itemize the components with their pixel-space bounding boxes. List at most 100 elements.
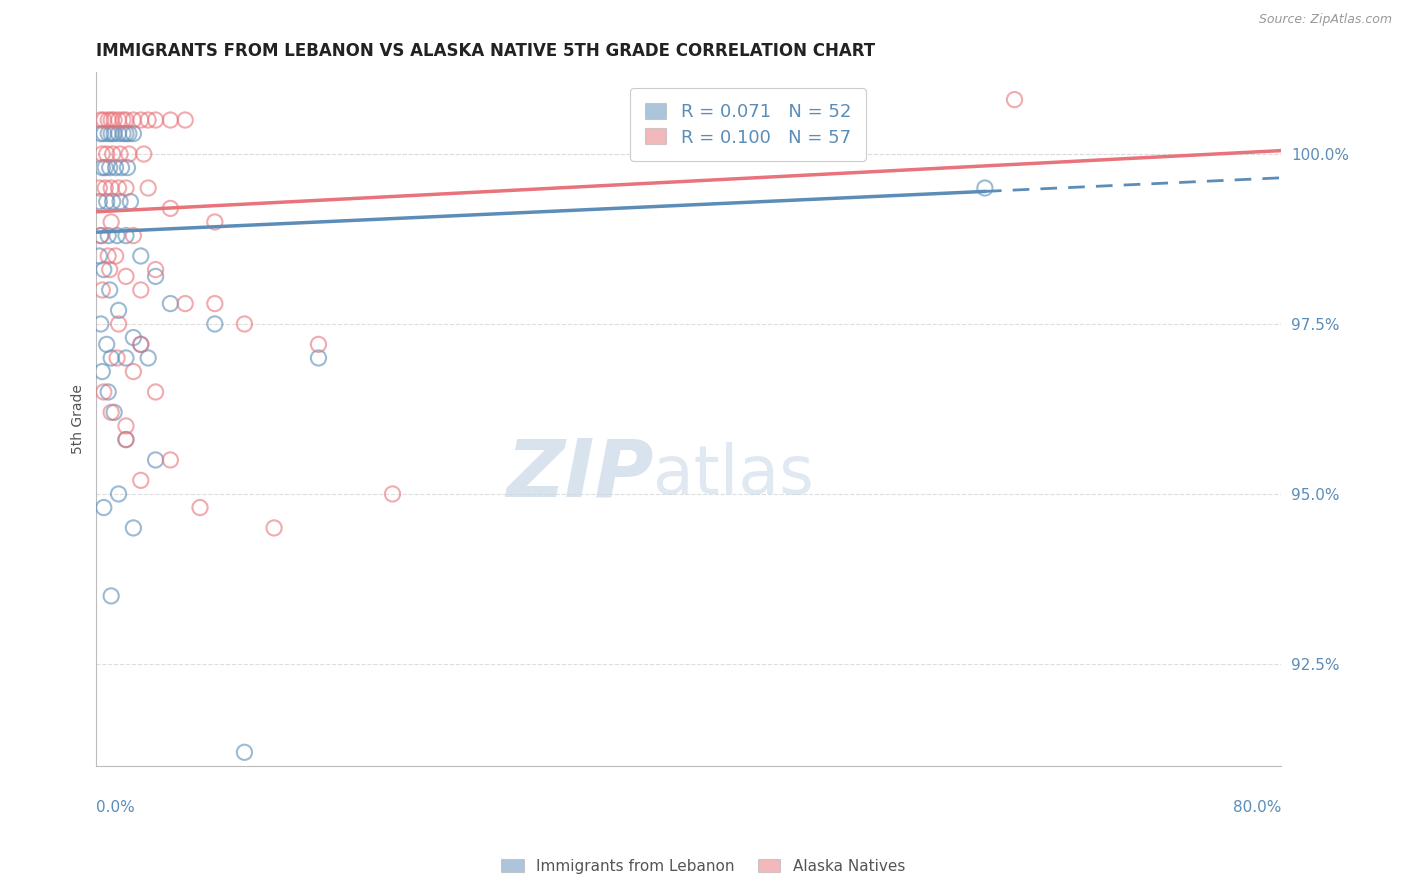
Point <box>93 113 115 128</box>
Point <box>129 249 152 263</box>
Point <box>91 147 114 161</box>
Point <box>136 113 159 128</box>
Point <box>94 161 117 175</box>
Point <box>132 147 155 161</box>
Point <box>122 113 145 128</box>
Point <box>91 365 114 379</box>
Point <box>107 181 129 195</box>
Point <box>117 161 139 175</box>
Point <box>107 113 129 128</box>
Point <box>97 127 120 141</box>
Point <box>204 215 226 229</box>
Point <box>93 500 115 515</box>
Point <box>122 365 145 379</box>
Point <box>263 521 285 535</box>
Point <box>145 113 167 128</box>
Point <box>381 487 404 501</box>
Point <box>105 228 128 243</box>
Point <box>159 296 181 310</box>
Point <box>188 500 211 515</box>
Point <box>159 453 181 467</box>
Point <box>98 161 121 175</box>
Point <box>90 113 112 128</box>
Point <box>115 433 138 447</box>
Point <box>93 384 115 399</box>
Point <box>204 317 226 331</box>
Point <box>96 194 118 209</box>
Point <box>204 296 226 310</box>
Point <box>97 384 120 399</box>
Point <box>100 405 122 419</box>
Point <box>98 262 121 277</box>
Point <box>90 317 112 331</box>
Point <box>107 317 129 331</box>
Point <box>129 113 152 128</box>
Point <box>91 161 114 175</box>
Point <box>974 181 997 195</box>
Point <box>110 161 132 175</box>
Point <box>93 262 115 277</box>
Point <box>100 215 122 229</box>
Point <box>118 127 141 141</box>
Point <box>122 228 145 243</box>
Point <box>145 269 167 284</box>
Point <box>89 249 111 263</box>
Point <box>115 419 138 434</box>
Point <box>97 113 120 128</box>
Point <box>115 228 138 243</box>
Point <box>129 337 152 351</box>
Point <box>100 351 122 365</box>
Point <box>91 283 114 297</box>
Point <box>90 228 112 243</box>
Point <box>108 194 131 209</box>
Y-axis label: 5th Grade: 5th Grade <box>72 384 86 454</box>
Point <box>111 113 134 128</box>
Point <box>122 521 145 535</box>
Text: 0.0%: 0.0% <box>97 800 135 815</box>
Point <box>96 337 118 351</box>
Point <box>105 351 128 365</box>
Point <box>145 453 167 467</box>
Point <box>308 351 330 365</box>
Point <box>159 202 181 216</box>
Point <box>103 127 125 141</box>
Point <box>103 405 125 419</box>
Point <box>136 181 159 195</box>
Point <box>174 296 197 310</box>
Point <box>107 303 129 318</box>
Text: Source: ZipAtlas.com: Source: ZipAtlas.com <box>1258 13 1392 27</box>
Point <box>122 330 145 344</box>
Point <box>1004 93 1026 107</box>
Point <box>120 194 142 209</box>
Point <box>108 147 131 161</box>
Point <box>90 127 112 141</box>
Point <box>174 113 197 128</box>
Point <box>145 384 167 399</box>
Point <box>100 589 122 603</box>
Point <box>159 113 181 128</box>
Point <box>101 194 124 209</box>
Point <box>115 113 138 128</box>
Point <box>233 745 256 759</box>
Point <box>129 474 152 488</box>
Point <box>115 433 138 447</box>
Point <box>100 113 122 128</box>
Point <box>89 194 111 209</box>
Point <box>233 317 256 331</box>
Point <box>90 228 112 243</box>
Text: IMMIGRANTS FROM LEBANON VS ALASKA NATIVE 5TH GRADE CORRELATION CHART: IMMIGRANTS FROM LEBANON VS ALASKA NATIVE… <box>97 42 876 60</box>
Text: atlas: atlas <box>654 442 814 508</box>
Point <box>136 351 159 365</box>
Legend: Immigrants from Lebanon, Alaska Natives: Immigrants from Lebanon, Alaska Natives <box>495 853 911 880</box>
Point <box>122 127 145 141</box>
Point <box>115 351 138 365</box>
Point <box>97 228 120 243</box>
Point <box>100 181 122 195</box>
Point <box>107 127 129 141</box>
Point <box>115 181 138 195</box>
Text: ZIP: ZIP <box>506 435 654 514</box>
Point <box>129 337 152 351</box>
Point <box>101 147 124 161</box>
Legend: R = 0.071   N = 52, R = 0.100   N = 57: R = 0.071 N = 52, R = 0.100 N = 57 <box>630 88 866 161</box>
Point <box>118 147 141 161</box>
